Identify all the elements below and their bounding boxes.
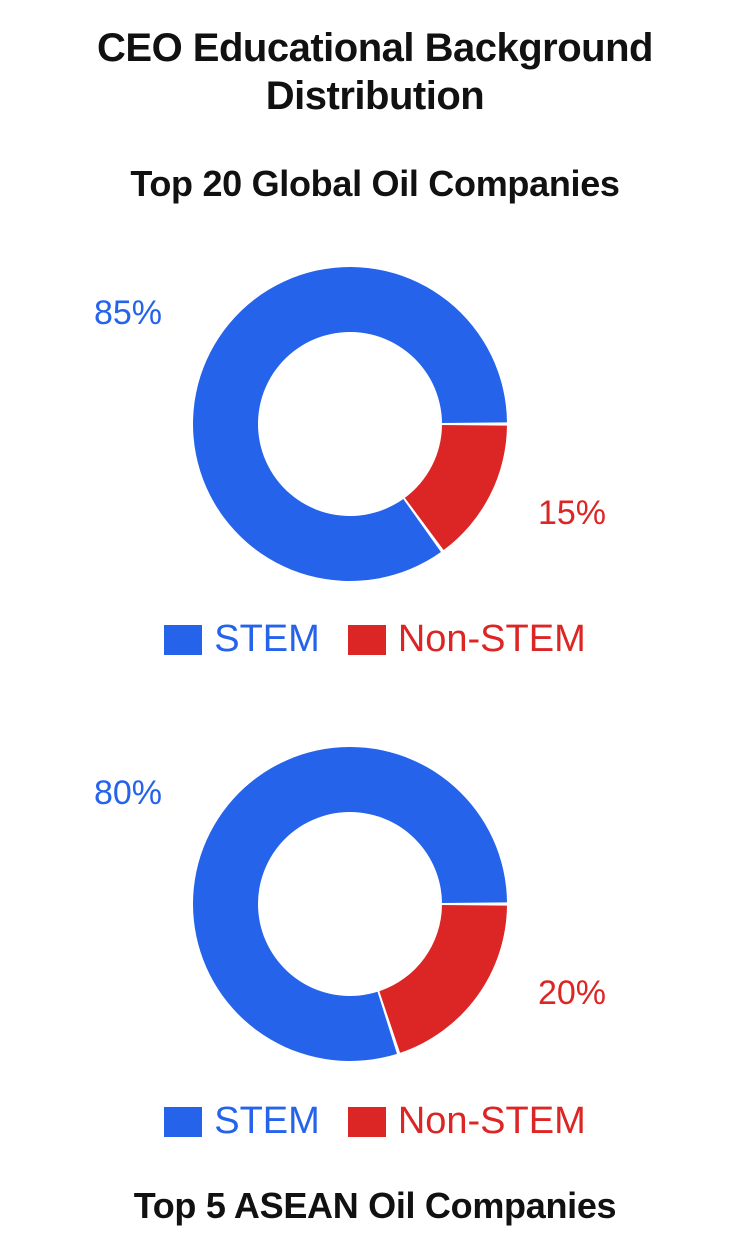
legend-swatch-non-stem — [347, 624, 386, 655]
pct-label-stem: 85% — [94, 294, 162, 332]
legend-global: STEM Non-STEM — [0, 618, 750, 661]
pct-label-non-stem: 20% — [538, 974, 606, 1012]
donut-slice-non-stem — [404, 424, 507, 551]
chart-title-asean: Top 5 ASEAN Oil Companies — [133, 1185, 617, 1226]
donut-chart-global: 85% 15% — [94, 267, 606, 581]
legend-item-non-stem: Non-STEM — [347, 618, 586, 661]
main-title: CEO Educational Background Distribution — [97, 26, 653, 118]
legend-item-stem: STEM — [164, 618, 320, 661]
legend-swatch-stem — [164, 624, 203, 655]
legend-label-non-stem: Non-STEM — [397, 618, 586, 660]
chart-title-global: Top 20 Global Oil Companies — [130, 163, 620, 204]
donut-slice-stem — [193, 747, 507, 1061]
legend-label-non-stem: Non-STEM — [397, 1100, 586, 1142]
pct-label-non-stem: 15% — [538, 494, 606, 532]
legend-label-stem: STEM — [214, 1100, 320, 1142]
donut-slice-stem — [193, 267, 507, 581]
pct-label-stem: 80% — [94, 774, 162, 812]
legend-label-stem: STEM — [214, 618, 320, 660]
legend-asean: STEM Non-STEM — [0, 1100, 750, 1143]
donut-slice-non-stem — [379, 904, 507, 1053]
legend-item-stem: STEM — [164, 1100, 320, 1143]
donut-chart-asean: 80% 20% — [94, 747, 606, 1061]
legend-item-non-stem: Non-STEM — [347, 1100, 586, 1143]
legend-swatch-stem — [164, 1106, 203, 1137]
legend-swatch-non-stem — [347, 1106, 386, 1137]
